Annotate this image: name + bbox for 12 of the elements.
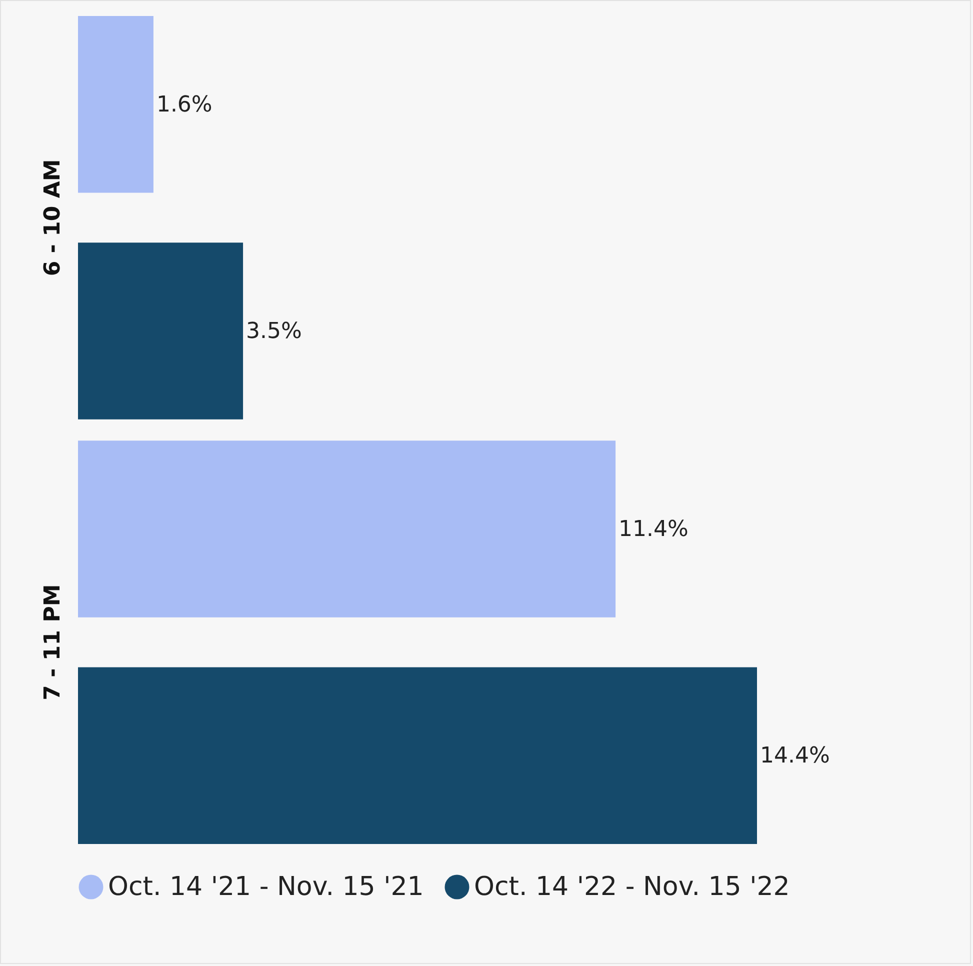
y-tick-label: 7 - 11 PM (40, 584, 66, 700)
y-tick-label: 6 - 10 AM (40, 159, 66, 276)
data-label: 3.5% (246, 319, 302, 344)
legend-label: Oct. 14 '21 - Nov. 15 '21 (108, 872, 424, 902)
bar (78, 440, 616, 618)
bar (78, 667, 757, 844)
bar (78, 242, 244, 420)
bar (78, 16, 154, 193)
legend-label: Oct. 14 '22 - Nov. 15 '22 (474, 872, 790, 902)
data-label: 1.6% (156, 92, 212, 118)
data-label: 11.4% (618, 516, 688, 542)
data-label: 14.4% (760, 744, 830, 769)
